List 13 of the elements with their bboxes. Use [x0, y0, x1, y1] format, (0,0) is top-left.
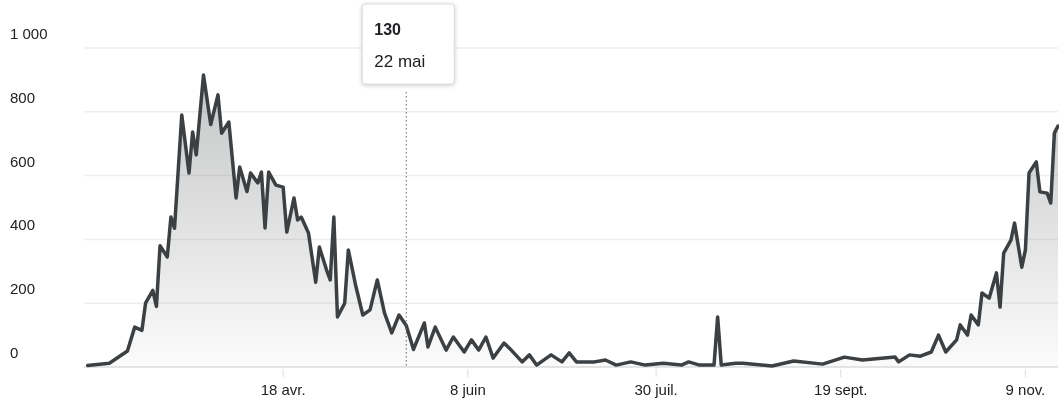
y-tick-label: 400 — [10, 216, 36, 234]
y-tick-label: 200 — [10, 280, 36, 298]
text: 130 — [374, 21, 402, 38]
y-tick-label: 0 — [10, 344, 19, 361]
x-tick-label: 18 avr. — [260, 381, 306, 398]
y-tick-label: 1 000 — [10, 25, 48, 42]
annotation: 22 mai — [374, 52, 426, 71]
y-tick-label: 800 — [10, 88, 36, 106]
x-tick-label: 8 juin — [449, 381, 486, 398]
x-tick-label: 30 juil. — [634, 381, 678, 398]
y-tick-label: 600 — [10, 152, 36, 170]
x-tick-label: 19 sept. — [814, 381, 868, 398]
x-tick-label: 9 nov. — [1005, 381, 1046, 398]
